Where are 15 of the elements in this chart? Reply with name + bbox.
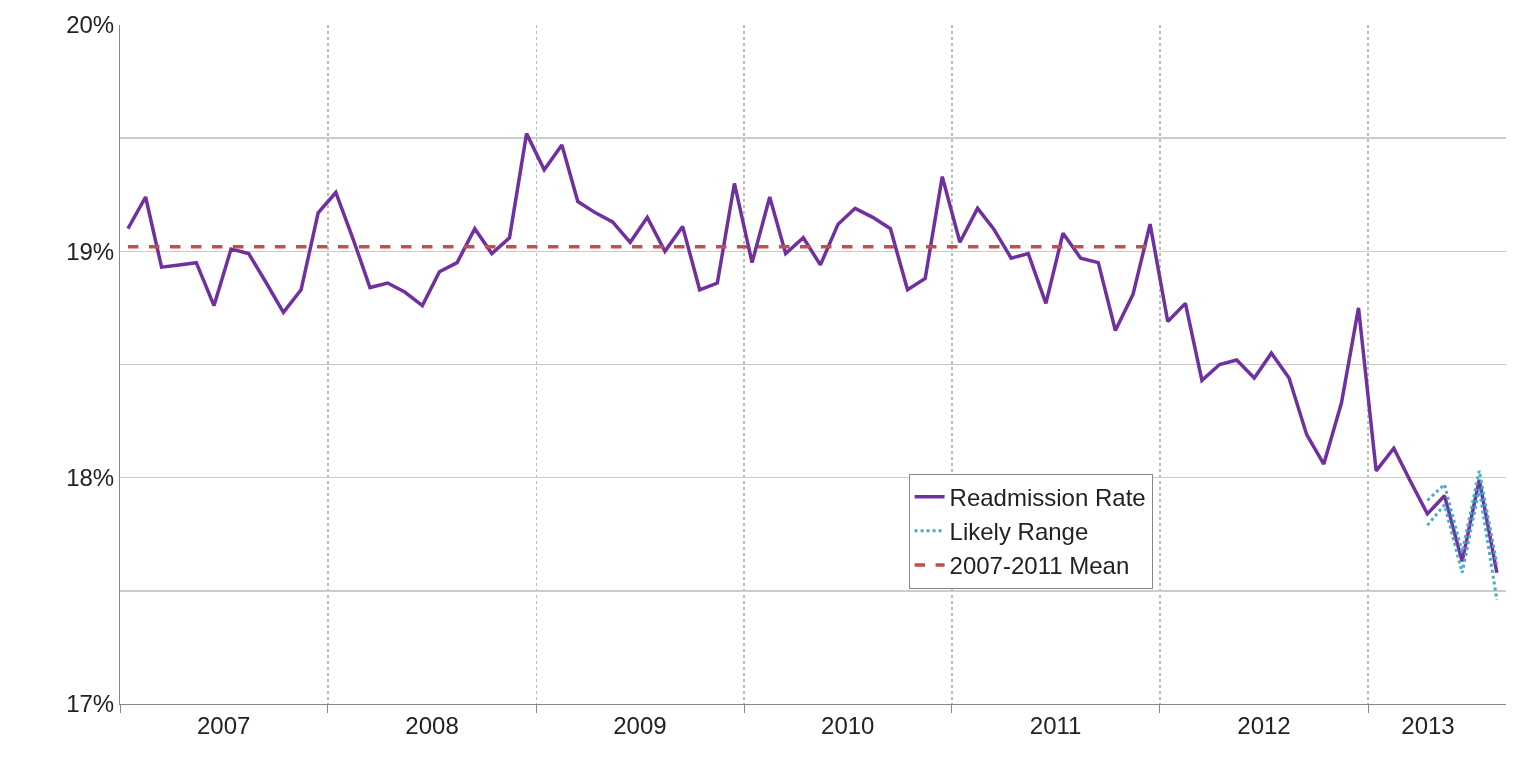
x-tick-label: 2011 (1029, 711, 1082, 739)
y-tick-label: 17% (66, 690, 115, 718)
x-tick-label: 2012 (1237, 711, 1291, 739)
legend-label: 2007-2011 Mean (949, 552, 1130, 580)
x-tick-label: 2007 (196, 711, 251, 739)
x-tick-label: 2013 (1401, 711, 1455, 739)
line-series (126, 131, 1499, 575)
legend-label: Likely Range (949, 518, 1089, 546)
x-tick-label: 2010 (821, 711, 875, 739)
x-tick-label: 2009 (613, 711, 667, 739)
y-tick-label: 19% (66, 237, 115, 265)
y-tick-label: 20% (66, 11, 115, 39)
x-tick-label: 2008 (405, 711, 459, 739)
y-tick-label: 18% (66, 464, 115, 492)
legend-label: Readmission Rate (949, 484, 1146, 512)
